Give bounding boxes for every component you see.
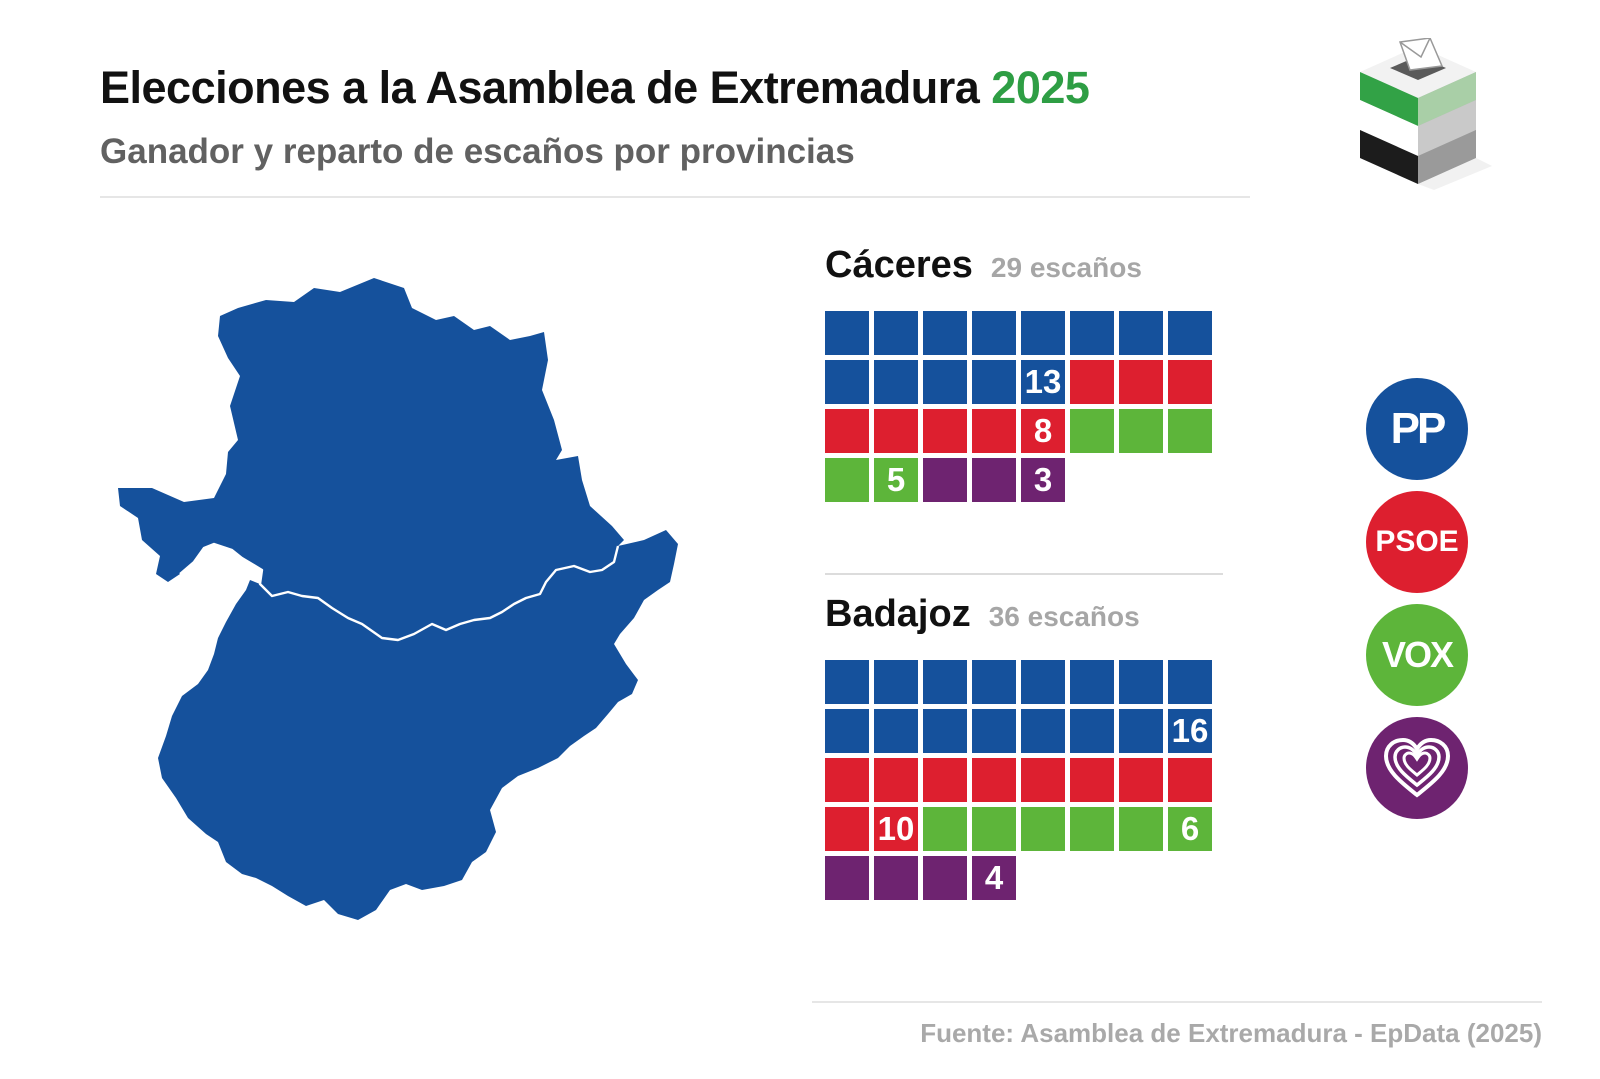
seat-podemos <box>923 458 967 502</box>
caceres-header: Cáceres 29 escaños <box>825 244 1142 287</box>
seat-psoe <box>874 409 918 453</box>
seat-count-pp: 16 <box>1168 709 1212 753</box>
seat-vox <box>1021 807 1065 851</box>
seat-pp <box>972 709 1016 753</box>
seat-pp <box>972 311 1016 355</box>
caceres-seat-grid: 13 8 5 3 <box>825 311 1212 502</box>
seat-count-psoe: 10 <box>874 807 918 851</box>
seat-psoe <box>1119 360 1163 404</box>
caceres-name: Cáceres <box>825 244 973 286</box>
seat-psoe <box>1021 758 1065 802</box>
vox-logo-text: VOX <box>1381 634 1454 675</box>
seat-pp <box>1119 660 1163 704</box>
badajoz-seats-label: 36 escaños <box>988 601 1140 632</box>
seat-pp <box>874 660 918 704</box>
seat-psoe <box>1070 758 1114 802</box>
seat-vox <box>923 807 967 851</box>
seat-pp <box>972 360 1016 404</box>
vox-logo-icon: VOX <box>1366 604 1468 706</box>
seat-pp <box>1021 709 1065 753</box>
seat-vox <box>1070 807 1114 851</box>
seat-pp <box>972 660 1016 704</box>
seat-vox <box>1119 807 1163 851</box>
seat-pp <box>874 311 918 355</box>
seat-pp <box>1168 311 1212 355</box>
seat-pp <box>1119 311 1163 355</box>
badajoz-name: Badajoz <box>825 593 971 635</box>
seat-psoe <box>923 409 967 453</box>
header-divider <box>100 196 1250 198</box>
seat-pp <box>923 360 967 404</box>
seat-psoe <box>1168 360 1212 404</box>
seat-pp <box>1070 709 1114 753</box>
seat-psoe <box>825 807 869 851</box>
seat-count-podemos: 4 <box>972 856 1016 900</box>
psoe-logo-icon: PSOE <box>1366 491 1468 593</box>
seat-pp <box>874 709 918 753</box>
seat-count-vox: 5 <box>874 458 918 502</box>
seat-pp <box>1119 709 1163 753</box>
seat-psoe <box>825 758 869 802</box>
seat-podemos <box>923 856 967 900</box>
seat-pp <box>825 311 869 355</box>
seat-pp <box>1168 660 1212 704</box>
seat-psoe <box>1070 360 1114 404</box>
province-divider <box>825 573 1223 575</box>
seat-pp <box>825 360 869 404</box>
seat-pp <box>1070 660 1114 704</box>
title-year: 2025 <box>991 62 1090 113</box>
footer-divider <box>812 1001 1542 1003</box>
seat-psoe <box>1119 758 1163 802</box>
seat-count-vox: 6 <box>1168 807 1212 851</box>
ballot-box-icon <box>1360 38 1492 190</box>
seat-psoe <box>825 409 869 453</box>
source-note: Fuente: Asamblea de Extremadura - EpData… <box>920 1018 1542 1048</box>
seat-pp <box>923 311 967 355</box>
seat-psoe <box>972 409 1016 453</box>
pp-logo-text: PP <box>1390 404 1447 453</box>
seat-vox <box>1119 409 1163 453</box>
seat-vox <box>1070 409 1114 453</box>
seat-pp <box>825 660 869 704</box>
seat-podemos <box>825 856 869 900</box>
seat-pp <box>1021 660 1065 704</box>
seat-psoe <box>923 758 967 802</box>
badajoz-header: Badajoz 36 escaños <box>825 593 1140 636</box>
seat-psoe <box>874 758 918 802</box>
seat-pp <box>923 660 967 704</box>
heart-icon <box>1383 737 1451 798</box>
seat-psoe <box>1168 758 1212 802</box>
caceres-seats-label: 29 escaños <box>990 252 1142 283</box>
seat-count-pp: 13 <box>1021 360 1065 404</box>
psoe-logo-text: PSOE <box>1375 525 1459 558</box>
extremadura-map <box>118 278 678 920</box>
seat-podemos <box>874 856 918 900</box>
page-title: Elecciones a la Asamblea de Extremadura … <box>100 62 1090 114</box>
seat-count-psoe: 8 <box>1021 409 1065 453</box>
party-legend: PP PSOE VOX <box>1366 378 1468 830</box>
seat-vox <box>1168 409 1212 453</box>
provincial-border <box>179 542 620 642</box>
heart-logo-icon <box>1366 717 1468 819</box>
province-badajoz <box>158 530 678 920</box>
badajoz-seat-grid: 16 10 6 4 <box>825 660 1212 900</box>
seat-count-podemos: 3 <box>1021 458 1065 502</box>
seat-pp <box>1070 311 1114 355</box>
seat-pp <box>825 709 869 753</box>
seat-psoe <box>972 758 1016 802</box>
seat-vox <box>972 807 1016 851</box>
seat-pp <box>1021 311 1065 355</box>
province-caceres <box>118 278 624 640</box>
seat-pp <box>923 709 967 753</box>
page-subtitle: Ganador y reparto de escaños por provinc… <box>100 132 855 171</box>
seat-podemos <box>972 458 1016 502</box>
pp-logo-icon: PP <box>1366 378 1468 480</box>
seat-vox <box>825 458 869 502</box>
seat-pp <box>874 360 918 404</box>
title-text: Elecciones a la Asamblea de Extremadura <box>100 62 980 113</box>
